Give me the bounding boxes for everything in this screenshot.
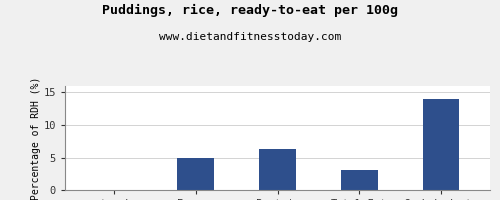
Bar <box>178 158 214 190</box>
Text: Puddings, rice, ready-to-eat per 100g: Puddings, rice, ready-to-eat per 100g <box>102 4 398 17</box>
Y-axis label: Percentage of RDH (%): Percentage of RDH (%) <box>30 76 40 200</box>
Bar <box>422 99 460 190</box>
Text: www.dietandfitnesstoday.com: www.dietandfitnesstoday.com <box>159 32 341 42</box>
Bar <box>259 149 296 190</box>
Bar <box>341 170 378 190</box>
